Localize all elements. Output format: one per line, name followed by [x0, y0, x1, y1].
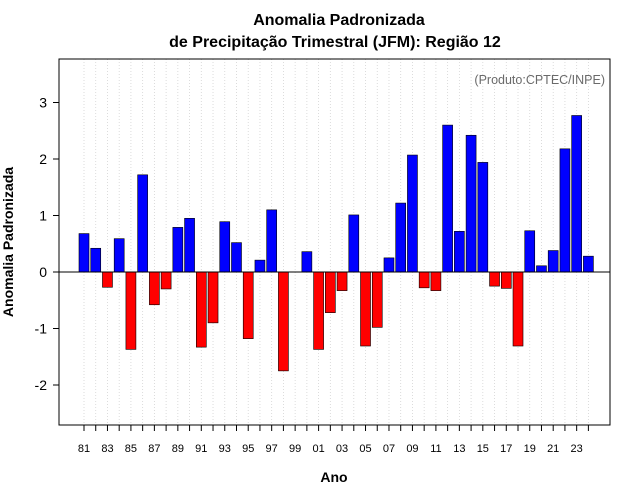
y-tick-label: 2 — [39, 151, 47, 167]
y-axis: -2 -1 0 1 2 3 — [35, 95, 59, 393]
chart-title: Anomalia Padronizada — [253, 12, 425, 29]
bar-13 — [454, 231, 465, 273]
bar-87 — [149, 271, 160, 306]
x-tick-label: 15 — [477, 443, 489, 455]
bar-06 — [371, 271, 383, 328]
x-tick-label: 11 — [430, 443, 441, 455]
x-tick-label: 17 — [500, 443, 512, 455]
bar-23 — [571, 115, 582, 273]
bar-04 — [348, 214, 360, 273]
bar-16 — [489, 271, 500, 287]
bar-21 — [547, 250, 559, 273]
bar-93 — [219, 221, 231, 273]
x-tick-label: 23 — [571, 443, 583, 455]
x-tick-label: 81 — [78, 443, 90, 455]
x-tick-label: 83 — [101, 443, 113, 455]
y-tick-label: -1 — [35, 321, 48, 337]
x-tick-label: 85 — [125, 443, 137, 455]
bar-89 — [172, 227, 184, 273]
chart-subtitle: de Precipitação Trimestral (JFM): Região… — [169, 34, 501, 51]
bars — [78, 115, 594, 372]
bar-12 — [442, 124, 453, 273]
bar-22 — [559, 148, 571, 273]
x-tick-label: 13 — [453, 443, 465, 455]
plot-frame — [58, 58, 611, 426]
bar-10 — [418, 271, 430, 289]
x-axis-title: Ano — [320, 469, 347, 485]
x-tick-label: 01 — [312, 443, 324, 455]
bar-18 — [512, 271, 524, 347]
bar-90 — [184, 218, 195, 273]
bar-98 — [278, 271, 289, 372]
bar-24 — [583, 255, 594, 273]
bar-14 — [465, 134, 477, 273]
credit-label: (Produto:CPTEC/INPE) — [474, 73, 605, 87]
x-axis: 81 83 85 87 89 91 93 95 97 99 01 03 05 07 09 11 13 15 17 19… — [78, 425, 589, 455]
bar-20 — [536, 265, 547, 273]
bar-01 — [313, 271, 324, 350]
y-tick-label: 1 — [39, 208, 47, 224]
x-tick-label: 05 — [359, 443, 371, 455]
gridlines — [83, 59, 589, 425]
bar-88 — [160, 271, 172, 290]
bar-82 — [90, 247, 102, 273]
x-tick-label: 99 — [289, 443, 301, 455]
bar-92 — [207, 271, 219, 324]
bar-94 — [231, 242, 242, 273]
bar-97 — [266, 209, 277, 273]
bar-17 — [500, 271, 512, 289]
bar-05 — [360, 271, 371, 347]
x-tick-label: 09 — [406, 443, 418, 455]
bar-19 — [524, 230, 536, 273]
x-tick-label: 21 — [547, 443, 559, 455]
bar-08 — [395, 202, 407, 273]
bar-09 — [407, 154, 418, 273]
x-tick-label: 95 — [242, 443, 254, 455]
x-tick-label: 97 — [266, 443, 278, 455]
bar-00 — [301, 251, 313, 273]
x-tick-label: 91 — [195, 443, 207, 455]
bar-91 — [196, 271, 207, 348]
bar-11 — [430, 271, 442, 291]
y-tick-label: 3 — [39, 95, 47, 111]
bar-02 — [325, 271, 336, 313]
x-tick-label: 07 — [383, 443, 395, 455]
y-tick-label: 0 — [39, 264, 47, 280]
x-tick-label: 03 — [336, 443, 348, 455]
y-tick-label: -2 — [35, 377, 48, 393]
x-tick-label: 89 — [172, 443, 184, 455]
bar-84 — [113, 238, 125, 273]
x-tick-label: 87 — [148, 443, 160, 455]
x-tick-label: 93 — [219, 443, 231, 455]
bar-85 — [125, 271, 137, 350]
bar-96 — [254, 259, 266, 273]
bar-03 — [336, 271, 348, 291]
y-axis-title: Anomalia Padronizada — [0, 167, 16, 317]
bar-15 — [477, 162, 489, 273]
bar-81 — [78, 233, 90, 273]
bar-95 — [242, 271, 254, 339]
bar-07 — [383, 257, 395, 273]
bar-83 — [102, 271, 113, 288]
bar-86 — [137, 174, 148, 273]
x-tick-label: 19 — [524, 443, 536, 455]
